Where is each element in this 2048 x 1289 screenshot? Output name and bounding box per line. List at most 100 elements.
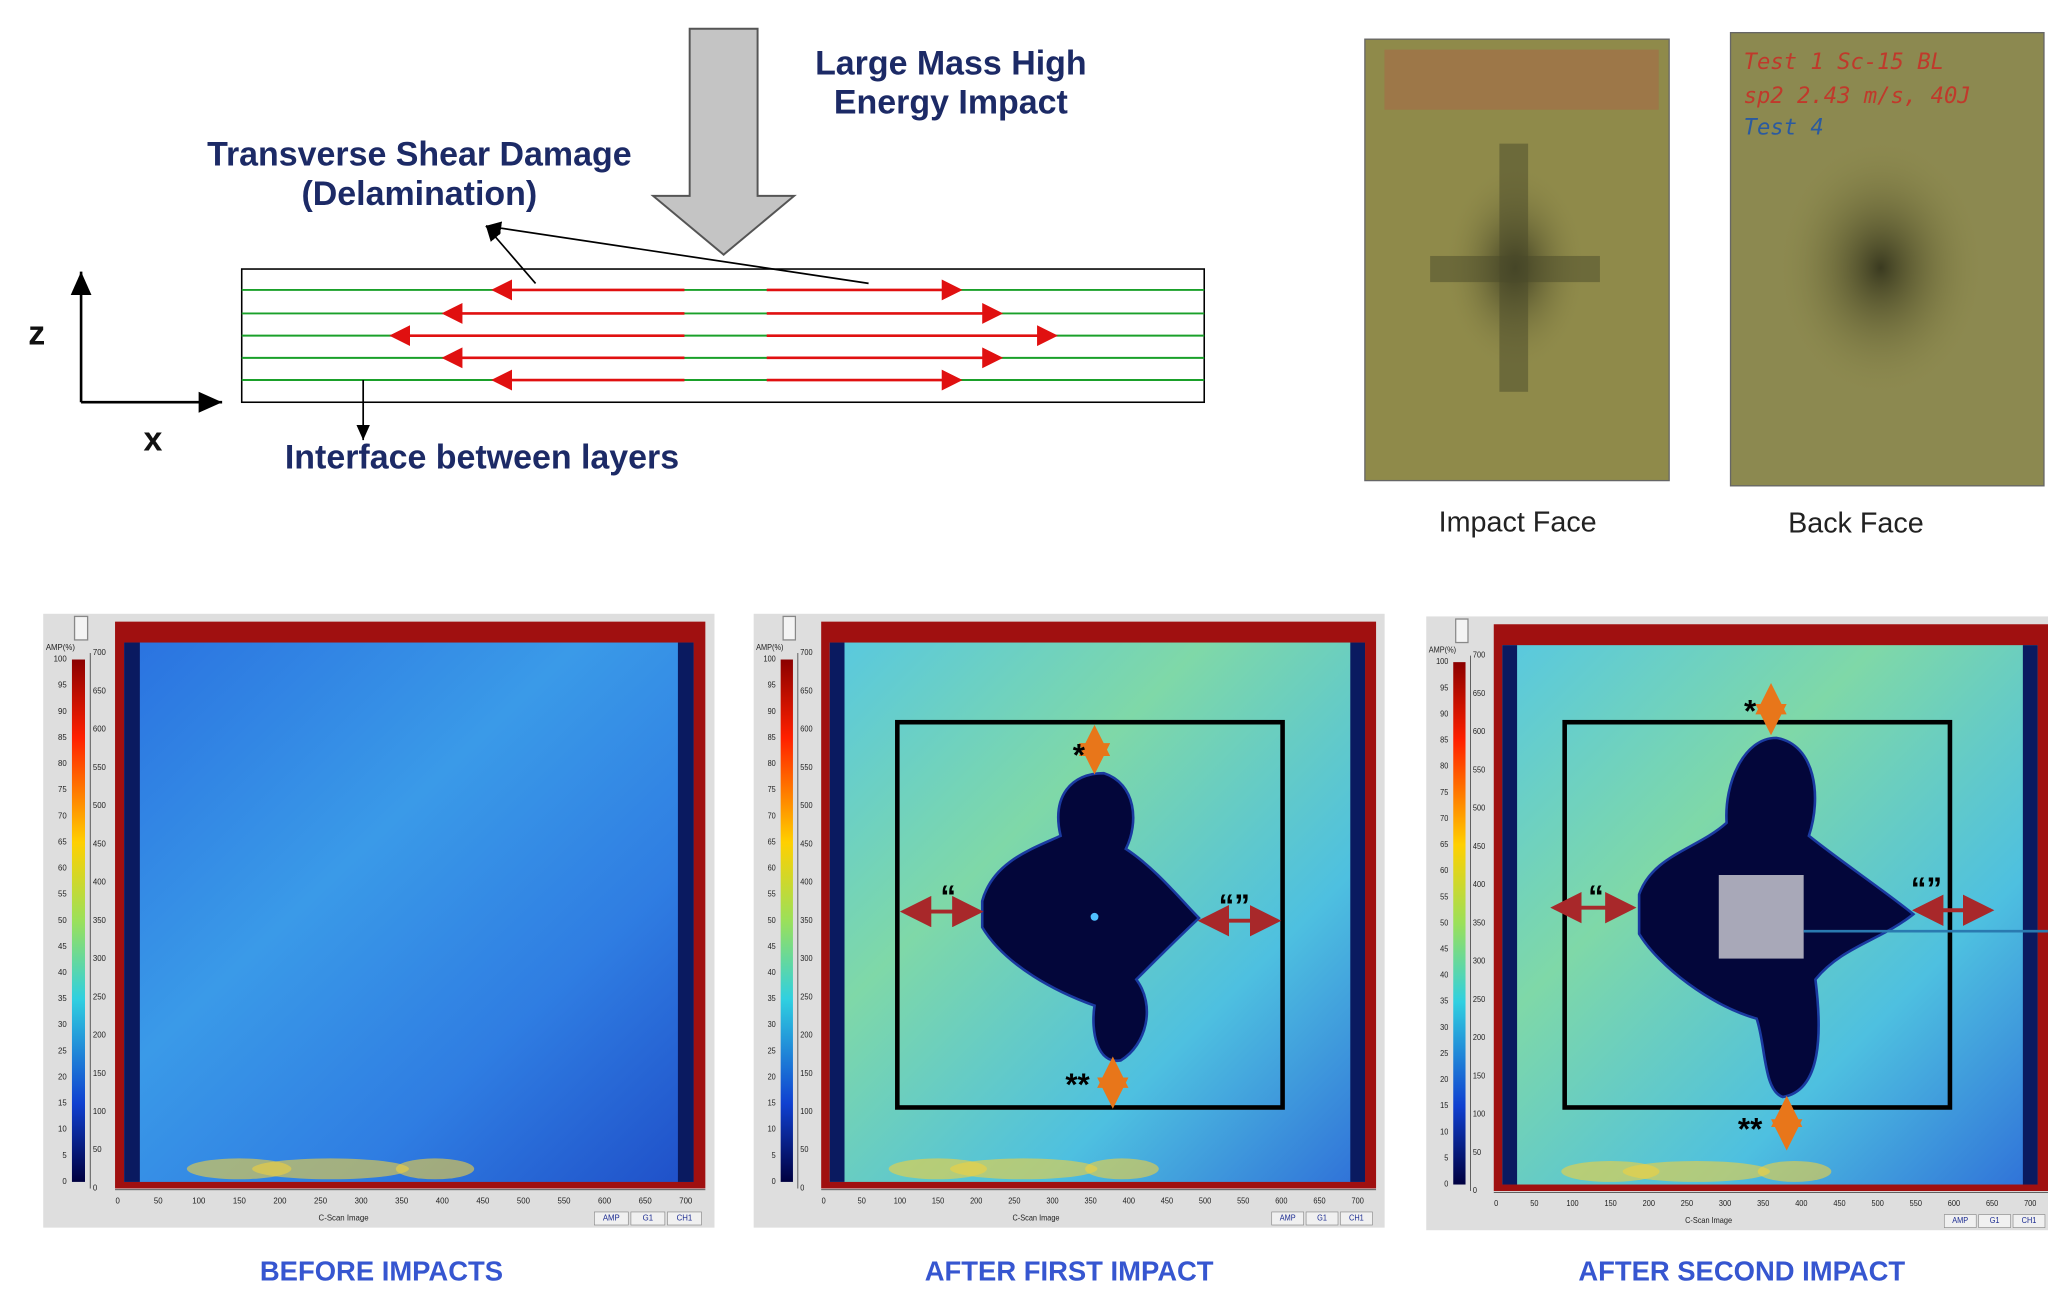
depth-tick-label: 350 <box>800 916 812 925</box>
depth-tick-label: 600 <box>93 725 107 734</box>
depth-tick-label: 250 <box>93 992 107 1001</box>
scan-edge <box>830 643 845 1182</box>
annotation: ** <box>1065 1067 1090 1102</box>
amp-tick-label: 70 <box>768 811 776 820</box>
amp-tick-label: 10 <box>58 1125 67 1134</box>
x-tick-label: 350 <box>1085 1196 1097 1205</box>
toolbar-label: G1 <box>643 1214 653 1223</box>
amp-tick-label: 80 <box>768 759 776 768</box>
scan-caption: C-Scan Image <box>319 1214 369 1223</box>
amp-tick-label: 45 <box>58 942 67 951</box>
depth-tick-label: 500 <box>93 801 107 810</box>
depth-tick-label: 0 <box>93 1184 98 1193</box>
x-tick-label: 50 <box>1530 1199 1538 1208</box>
x-tick-label: 250 <box>314 1197 328 1206</box>
x-tick-label: 0 <box>822 1196 826 1205</box>
amp-tick-label: 65 <box>1440 840 1448 849</box>
x-tick-label: 600 <box>598 1197 612 1206</box>
amp-tick-label: 25 <box>58 1046 67 1055</box>
x-tick-label: 150 <box>932 1196 944 1205</box>
amp-tick-label: 15 <box>58 1099 67 1108</box>
scan-caption: C-Scan Image <box>1013 1213 1060 1222</box>
amp-label: AMP(%) <box>756 643 784 652</box>
depth-tick-label: 650 <box>1473 689 1485 698</box>
amp-tick-label: 85 <box>1440 735 1448 744</box>
figure: Large Mass High Energy Impact Transverse… <box>0 0 2048 1289</box>
amp-tick-label: 95 <box>1440 683 1448 692</box>
amp-tick-label: 65 <box>58 837 67 846</box>
photo-marking <box>1384 50 1658 110</box>
x-tick-label: 550 <box>1910 1199 1922 1208</box>
impact-point <box>1091 913 1099 921</box>
page: Large Mass High Energy Impact Transverse… <box>0 0 2048 1289</box>
depth-tick-label: 150 <box>93 1069 107 1078</box>
depth-tick-label: 200 <box>1473 1033 1485 1042</box>
toolbar-label: CH1 <box>677 1214 693 1223</box>
scan-edge <box>1502 645 1517 1184</box>
depth-tick-label: 700 <box>93 648 107 657</box>
x-tick-label: 150 <box>1605 1199 1617 1208</box>
depth-tick-label: 300 <box>800 954 812 963</box>
x-tick-label: 100 <box>1566 1199 1578 1208</box>
depth-tick-label: 650 <box>800 686 812 695</box>
amp-tick-label: 60 <box>58 864 67 873</box>
toolbar-label: AMP <box>1280 1213 1296 1222</box>
scroll-widget <box>783 616 795 640</box>
x-tick-label: 700 <box>679 1197 693 1206</box>
scan-hotspot <box>1758 1161 1832 1182</box>
amp-tick-label: 25 <box>768 1046 776 1055</box>
depth-tick-label: 50 <box>1473 1148 1481 1157</box>
handwriting: Test 4 <box>1744 114 1824 140</box>
amp-tick-label: 40 <box>768 968 776 977</box>
amp-tick-label: 10 <box>1440 1127 1448 1136</box>
damage-spot <box>1776 137 1985 398</box>
x-tick-label: 550 <box>1237 1196 1249 1205</box>
depth-tick-label: 700 <box>1473 650 1485 659</box>
x-tick-label: 500 <box>1199 1196 1211 1205</box>
depth-tick-label: 400 <box>1473 880 1485 889</box>
amp-tick-label: 30 <box>58 1020 67 1029</box>
x-tick-label: 350 <box>395 1197 409 1206</box>
depth-tick-label: 150 <box>1473 1071 1485 1080</box>
x-tick-label: 200 <box>970 1196 982 1205</box>
x-tick-label: 500 <box>1872 1199 1884 1208</box>
x-label: x <box>143 420 162 458</box>
x-tick-label: 50 <box>858 1196 866 1205</box>
depth-tick-label: 300 <box>1473 956 1485 965</box>
amp-tick-label: 5 <box>1444 1153 1448 1162</box>
depth-tick-label: 450 <box>800 839 812 848</box>
amp-tick-label: 35 <box>1440 997 1448 1006</box>
amp-tick-label: 60 <box>1440 866 1448 875</box>
annotation: “ <box>1588 879 1604 914</box>
toolbar-label: CH1 <box>1349 1213 1364 1222</box>
depth-tick-label: 500 <box>800 801 812 810</box>
amp-tick-label: 100 <box>763 654 775 663</box>
scan-hotspot <box>1623 1161 1770 1182</box>
amp-tick-label: 100 <box>54 655 68 664</box>
depth-tick-label: 700 <box>800 648 812 657</box>
scan-edge <box>124 643 140 1182</box>
depth-tick-label: 600 <box>1473 727 1485 736</box>
interface-label: Interface between layers <box>285 439 679 477</box>
amp-tick-label: 10 <box>768 1125 776 1134</box>
x-tick-label: 450 <box>476 1197 490 1206</box>
impact-arrow <box>653 29 794 255</box>
amp-tick-label: 0 <box>772 1177 776 1186</box>
scan-edge <box>678 643 694 1182</box>
amp-tick-label: 45 <box>768 942 776 951</box>
amp-tick-label: 15 <box>768 1098 776 1107</box>
x-tick-label: 150 <box>233 1197 247 1206</box>
amp-tick-label: 15 <box>1440 1101 1448 1110</box>
amp-tick-label: 45 <box>1440 944 1448 953</box>
amp-tick-label: 35 <box>768 994 776 1003</box>
photo-caption: Impact Face <box>1439 506 1597 538</box>
color-bar <box>1453 662 1465 1184</box>
x-tick-label: 400 <box>436 1197 450 1206</box>
amp-tick-label: 5 <box>772 1151 776 1160</box>
x-tick-label: 50 <box>154 1197 163 1206</box>
amp-tick-label: 0 <box>62 1177 67 1186</box>
toolbar-label: AMP <box>1952 1216 1968 1225</box>
amp-tick-label: 75 <box>58 785 67 794</box>
x-tick-label: 200 <box>1643 1199 1655 1208</box>
depth-tick-label: 450 <box>93 839 107 848</box>
